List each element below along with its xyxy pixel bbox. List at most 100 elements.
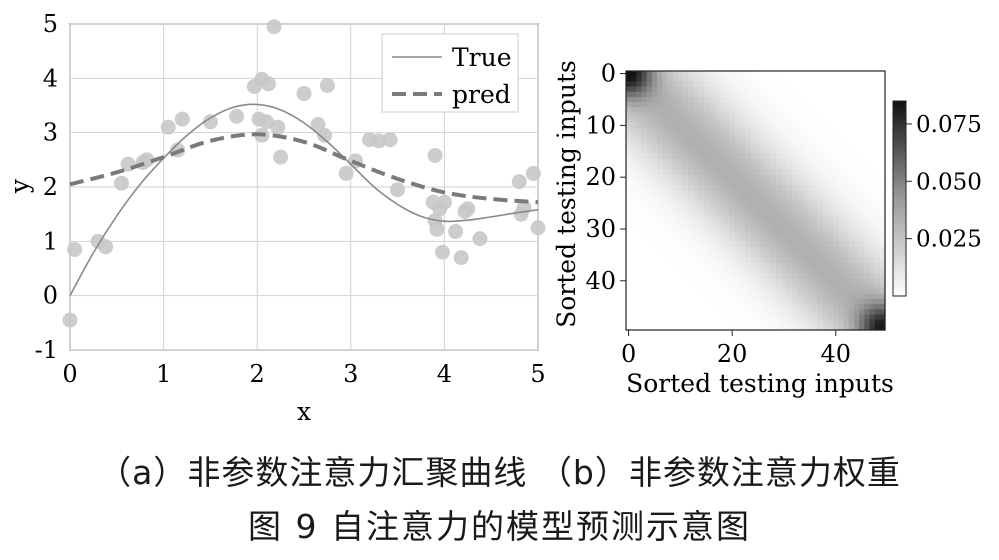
heatmap-cell	[693, 298, 700, 305]
heatmap-cell	[802, 319, 808, 326]
heatmap-cell	[869, 76, 876, 82]
heatmap-cell	[833, 169, 839, 176]
heatmap-cell	[833, 112, 839, 119]
heatmap-cell	[796, 210, 803, 217]
heatmap-cell	[771, 226, 777, 233]
heatmap-cell	[853, 91, 860, 98]
heatmap-cell	[812, 127, 819, 134]
heatmap-cell	[646, 169, 653, 176]
heatmap-cell	[781, 112, 788, 119]
heatmap-cell	[786, 112, 793, 119]
heatmap-cell	[864, 81, 871, 88]
heatmap-cell	[636, 138, 643, 145]
heatmap-cell	[651, 247, 658, 253]
heatmap-cell	[859, 283, 865, 290]
heatmap-cell	[636, 278, 643, 284]
heatmap-cell	[714, 96, 720, 103]
heatmap-cell	[698, 231, 705, 238]
heatmap-cell	[796, 241, 803, 248]
heatmap-cell	[682, 309, 689, 316]
heatmap-cell	[776, 117, 782, 124]
heatmap-cell	[853, 112, 860, 119]
heatmap-cell	[626, 241, 632, 248]
heatmap-cell	[651, 309, 658, 316]
heatmap-cell	[822, 179, 829, 186]
heatmap-cell	[662, 273, 669, 279]
heatmap-cell	[755, 112, 762, 119]
heatmap-cell	[765, 143, 772, 150]
heatmap-cell	[781, 153, 788, 160]
scatter-point	[511, 174, 527, 190]
heatmap-cell	[822, 133, 829, 139]
heatmap-cell	[641, 117, 648, 124]
heatmap-cell	[765, 200, 772, 207]
heatmap-cell	[879, 298, 886, 305]
heatmap-cell	[874, 288, 881, 295]
heatmap-cell	[848, 91, 855, 98]
heatmap-cell	[879, 210, 886, 217]
heatmap-cell	[636, 148, 643, 155]
heatmap-cell	[729, 159, 736, 165]
heatmap-cell	[724, 190, 731, 196]
heatmap-cell	[791, 226, 798, 233]
heatmap-cell	[781, 179, 788, 186]
heatmap-cell	[853, 247, 860, 253]
heatmap-cell	[817, 262, 824, 269]
heatmap-cell	[745, 71, 751, 77]
heatmap-cell	[651, 236, 658, 243]
heatmap-cell	[729, 293, 736, 300]
heatmap-cell	[838, 127, 845, 134]
heatmap-cell	[662, 117, 669, 124]
heatmap-cell	[864, 314, 871, 321]
heatmap-cell	[667, 164, 674, 171]
heatmap-cell	[651, 210, 658, 217]
heatmap-cell	[626, 273, 632, 279]
heatmap-cell	[724, 102, 731, 108]
figure-caption: 图 9 自注意力的模型预测示意图	[248, 507, 751, 546]
heatmap-cell	[677, 216, 684, 222]
heatmap-cell	[641, 283, 648, 290]
heatmap-cell	[843, 309, 850, 316]
heatmap-cell	[828, 257, 834, 264]
heatmap-cell	[786, 138, 793, 145]
heatmap-cell	[693, 200, 700, 207]
heatmap-cell	[739, 143, 746, 150]
heatmap-cell	[838, 205, 845, 212]
heatmap-cell	[729, 117, 736, 124]
heatmap-cell	[693, 91, 700, 98]
heatmap-cell	[838, 304, 845, 310]
heatmap-cell	[698, 247, 705, 253]
heatmap-cell	[838, 76, 845, 82]
heatmap-cell	[802, 112, 808, 119]
heatmap-cell	[657, 91, 663, 98]
heatmap-cell	[812, 267, 819, 274]
heatmap-cell	[682, 304, 689, 310]
heatmap-cell	[833, 153, 839, 160]
heatmap-cell	[817, 148, 824, 155]
heatmap-cell	[651, 184, 658, 191]
heatmap-cell	[651, 319, 658, 326]
heatmap-cell	[796, 107, 803, 114]
heatmap-cell	[739, 283, 746, 290]
heatmap-cell	[817, 184, 824, 191]
heatmap-cell	[755, 200, 762, 207]
heatmap-cell	[626, 304, 632, 310]
heatmap-cell	[636, 314, 643, 321]
heatmap-cell	[667, 133, 674, 139]
heatmap-cell	[755, 221, 762, 227]
heatmap-cell	[848, 122, 855, 129]
heatmap-cell	[651, 86, 658, 93]
heatmap-cell	[708, 174, 715, 181]
heatmap-cell	[796, 309, 803, 316]
heatmap-cell	[708, 273, 715, 279]
heatmap-cell	[719, 200, 726, 207]
heatmap-cell	[817, 122, 824, 129]
heatmap-cell	[693, 247, 700, 253]
heatmap-cell	[765, 153, 772, 160]
heatmap-cell	[807, 190, 814, 196]
heatmap-cell	[781, 241, 788, 248]
heatmap-cell	[708, 91, 715, 98]
heatmap-cell	[719, 96, 726, 103]
heatmap-cell	[755, 293, 762, 300]
heatmap-cell	[703, 71, 710, 77]
